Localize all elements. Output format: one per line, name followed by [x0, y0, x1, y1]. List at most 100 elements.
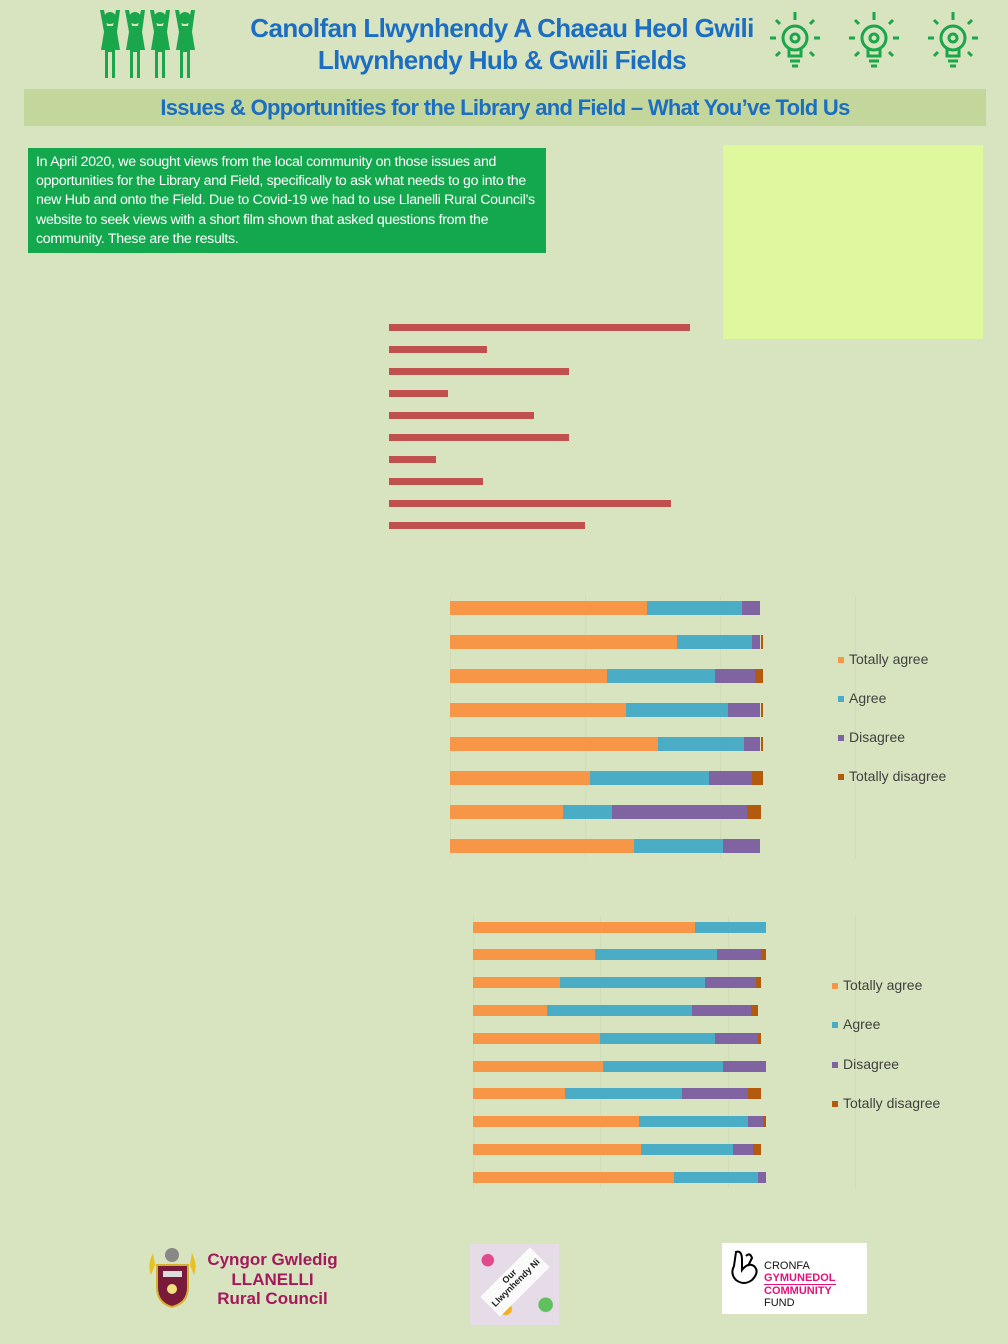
bar-segment-totally-agree: [450, 601, 648, 615]
crossed-fingers-icon: [731, 1250, 758, 1284]
legend-label: Agree: [843, 1016, 881, 1032]
bar-segment-totally-disagree: [747, 805, 761, 819]
bar: [389, 522, 585, 530]
legend-label: Totally agree: [843, 977, 923, 993]
bar-segment-disagree: [612, 805, 747, 819]
legend-swatch: [838, 696, 844, 703]
bar-segment-agree: [559, 977, 705, 989]
fund-fund: FUND: [764, 1297, 795, 1309]
lightbulb-icons: [768, 8, 983, 83]
title-english: Llwynhendy Hub & Gwili Fields: [317, 45, 687, 75]
fund-community: COMMUNITY: [764, 1285, 832, 1297]
bar-segment-totally-disagree: [763, 1116, 766, 1128]
banner: Issues & Opportunities for the Library a…: [24, 89, 986, 126]
bar-segment-totally-disagree: [753, 1143, 761, 1155]
legend-label: Totally disagree: [843, 1095, 941, 1111]
bar-segment-totally-disagree: [758, 1032, 761, 1044]
gridline: [450, 596, 451, 858]
legend-label: Agree: [849, 690, 887, 706]
bar-segment-totally-agree: [450, 805, 564, 819]
bar-segment-disagree: [758, 1171, 766, 1183]
legend-swatch: [838, 657, 844, 664]
people-icon: [98, 8, 198, 83]
bar-segment-disagree: [752, 635, 761, 649]
legend-swatch: [832, 1022, 838, 1029]
bar: [389, 434, 569, 441]
bar-segment-disagree: [728, 703, 761, 717]
bar: [389, 389, 448, 397]
bar-segment-totally-agree: [473, 1143, 642, 1155]
intro-text: In April 2020, we sought views from the …: [28, 148, 546, 253]
gridline: [855, 596, 856, 858]
legend-swatch: [838, 735, 844, 742]
council-logo-text: Cyngor Gwledig LLANELLI Rural Council: [205, 1250, 340, 1309]
legend-label: Disagree: [843, 1056, 900, 1072]
legend-label: Disagree: [849, 729, 906, 745]
bar-segment-totally-agree: [473, 1060, 603, 1072]
bar-segment-totally-agree: [473, 1032, 601, 1044]
our-llwynhendy-logo: Our Llwynhendy Ni: [470, 1244, 559, 1325]
bar-segment-disagree: [748, 1116, 764, 1128]
bar-segment-totally-agree: [473, 1088, 565, 1100]
bar-segment-totally-disagree: [752, 771, 764, 785]
bar-segment-totally-disagree: [755, 977, 761, 989]
bar-segment-agree: [641, 1143, 733, 1155]
bar-segment-totally-agree: [450, 669, 607, 683]
bar-segment-totally-agree: [473, 1116, 639, 1128]
bar-segment-totally-disagree: [760, 949, 766, 961]
bar-segment-disagree: [714, 1032, 759, 1044]
bar: [389, 500, 671, 508]
bar-segment-agree: [564, 1088, 682, 1100]
logo-ni: Ni: [528, 1256, 542, 1271]
gridline: [727, 915, 729, 1190]
bar-segment-agree: [600, 1032, 715, 1044]
bar-segment-agree: [563, 805, 612, 819]
bar-segment-totally-agree: [473, 921, 695, 933]
bar-segment-totally-agree: [450, 839, 634, 853]
bar-segment-totally-disagree: [760, 737, 764, 751]
bar: [389, 345, 487, 353]
bar-segment-disagree: [744, 737, 761, 751]
council-line-2: LLANELLI: [231, 1269, 314, 1289]
fund-cronfa: CRONFA: [764, 1260, 810, 1272]
bar-segment-agree: [625, 703, 729, 717]
bar-segment-agree: [647, 601, 742, 615]
bar-segment-agree: [676, 635, 753, 649]
bar-segment-agree: [590, 771, 710, 785]
legend-swatch: [832, 1062, 838, 1069]
bar: [389, 323, 691, 331]
bar: [389, 411, 534, 419]
legend-swatch: [838, 774, 844, 781]
title-welsh: Canolfan Llwynhendy A Chaeau Heol Gwili: [250, 13, 754, 43]
bar-segment-totally-agree: [450, 635, 677, 649]
bar-segment-totally-agree: [473, 977, 560, 989]
fund-gymunedol: GYMUNEDOL: [764, 1272, 836, 1285]
bar-segment-disagree: [722, 1060, 766, 1072]
bar-segment-totally-agree: [473, 1171, 675, 1183]
bar: [389, 478, 483, 486]
bar-segment-disagree: [717, 949, 761, 961]
bar-segment-disagree: [709, 771, 753, 785]
bar-segment-agree: [674, 1171, 759, 1183]
bar-segment-disagree: [732, 1143, 754, 1155]
bar-segment-totally-disagree: [748, 1088, 761, 1100]
word-cloud: [723, 145, 983, 339]
bar-segment-disagree: [692, 1004, 751, 1016]
legend-item: Totally disagree: [838, 768, 946, 784]
legend-item: Totally disagree: [832, 1095, 940, 1111]
bar-segment-totally-agree: [450, 771, 591, 785]
gridline: [855, 915, 856, 1190]
bar-segment-totally-agree: [473, 1004, 547, 1016]
legend-item: Agree: [838, 690, 886, 706]
bar-segment-agree: [546, 1004, 692, 1016]
council-crest-icon: [145, 1245, 200, 1315]
council-line-1: Cyngor Gwledig: [207, 1250, 338, 1269]
bar-segment-agree: [633, 839, 723, 853]
bar: [389, 456, 436, 464]
bar-segment-totally-disagree: [755, 669, 764, 683]
council-line-3: Rural Council: [217, 1289, 328, 1308]
bar: [389, 367, 569, 375]
gridline: [473, 915, 474, 1190]
bar-segment-agree: [638, 1116, 749, 1128]
bar-segment-totally-agree: [450, 737, 658, 751]
